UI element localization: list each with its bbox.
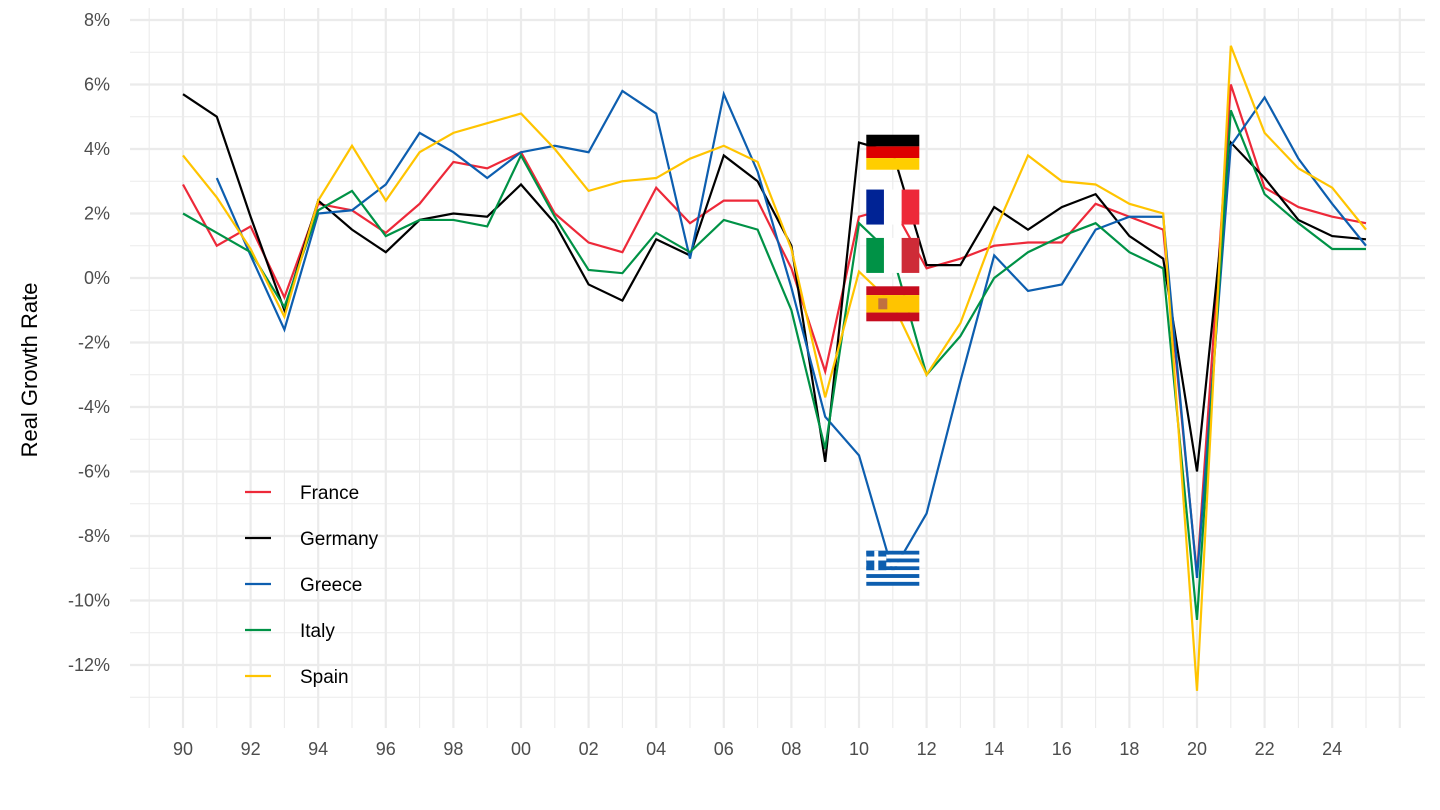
legend-label: Italy bbox=[300, 621, 335, 642]
legend-item-germany: Germany bbox=[245, 529, 379, 550]
y-tick-label: 2% bbox=[84, 204, 110, 224]
legend-label: France bbox=[300, 483, 359, 504]
y-tick-label: 6% bbox=[84, 75, 110, 95]
series-line-germany bbox=[182, 93, 1367, 472]
y-tick-label: -2% bbox=[78, 333, 110, 353]
y-tick-label: -12% bbox=[68, 655, 110, 675]
y-tick-label: -6% bbox=[78, 462, 110, 482]
x-tick-label: 96 bbox=[376, 739, 396, 759]
x-tick-label: 90 bbox=[173, 739, 193, 759]
x-tick-label: 92 bbox=[241, 739, 261, 759]
legend-item-france: France bbox=[245, 483, 359, 504]
x-tick-label: 04 bbox=[646, 739, 666, 759]
y-axis-ticks: 8% 6% 4% 2% 0% -2% -4% -6% -8% -10% -12% bbox=[68, 10, 110, 675]
y-tick-label: 0% bbox=[84, 268, 110, 288]
x-tick-label: 12 bbox=[917, 739, 937, 759]
x-axis-ticks: 90 92 94 96 98 00 02 04 06 08 10 12 14 16 18 20 22 24 bbox=[173, 739, 1342, 759]
series-line-italy bbox=[182, 109, 1366, 620]
series-line-greece bbox=[215, 89, 1367, 579]
legend-item-greece: Greece bbox=[245, 575, 362, 596]
y-tick-label: -8% bbox=[78, 526, 110, 546]
legend-item-spain: Spain bbox=[245, 667, 349, 688]
france-flag-icon bbox=[866, 189, 920, 225]
x-tick-label: 10 bbox=[849, 739, 869, 759]
x-tick-label: 18 bbox=[1119, 739, 1139, 759]
y-axis-title: Real Growth Rate bbox=[17, 283, 42, 458]
x-tick-label: 16 bbox=[1052, 739, 1072, 759]
legend-item-italy: Italy bbox=[245, 621, 335, 642]
flag-annotations bbox=[866, 134, 920, 586]
y-tick-label: -4% bbox=[78, 397, 110, 417]
y-tick-label: 8% bbox=[84, 10, 110, 30]
x-tick-label: 08 bbox=[781, 739, 801, 759]
legend-label: Greece bbox=[300, 575, 362, 596]
x-tick-label: 24 bbox=[1322, 739, 1342, 759]
x-tick-label: 22 bbox=[1255, 739, 1275, 759]
x-tick-label: 98 bbox=[443, 739, 463, 759]
y-tick-label: -10% bbox=[68, 591, 110, 611]
greece-flag-icon bbox=[866, 550, 920, 586]
x-tick-label: 02 bbox=[579, 739, 599, 759]
x-tick-label: 94 bbox=[308, 739, 328, 759]
legend-label: Spain bbox=[300, 667, 349, 688]
x-tick-label: 00 bbox=[511, 739, 531, 759]
germany-flag-icon bbox=[866, 134, 920, 170]
x-tick-label: 20 bbox=[1187, 739, 1207, 759]
spain-flag-icon bbox=[866, 286, 920, 322]
y-tick-label: 4% bbox=[84, 139, 110, 159]
x-tick-label: 06 bbox=[714, 739, 734, 759]
series-lines bbox=[182, 45, 1367, 691]
series-line-spain bbox=[182, 45, 1367, 691]
legend-label: Germany bbox=[300, 529, 379, 550]
italy-flag-icon bbox=[866, 237, 920, 273]
legend: France Germany Greece Italy Spain bbox=[245, 483, 379, 688]
x-tick-label: 14 bbox=[984, 739, 1004, 759]
